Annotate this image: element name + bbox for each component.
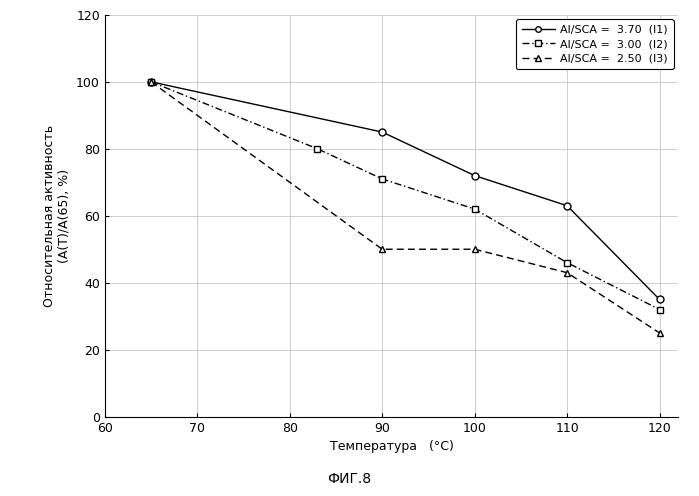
Al/SCA =  3.00  (I2) <box>313 146 322 152</box>
X-axis label: Температура   (°C): Температура (°C) <box>329 440 454 453</box>
Line: Al/SCA =  2.50  (I3): Al/SCA = 2.50 (I3) <box>147 78 663 336</box>
Al/SCA =  3.70  (I1) <box>378 129 387 135</box>
Al/SCA =  3.00  (I2) <box>563 260 571 266</box>
Line: Al/SCA =  3.00  (I2): Al/SCA = 3.00 (I2) <box>147 78 663 313</box>
Al/SCA =  3.00  (I2) <box>470 206 479 212</box>
Al/SCA =  2.50  (I3) <box>147 79 155 85</box>
Al/SCA =  3.70  (I1) <box>470 173 479 179</box>
Text: ФИГ.8: ФИГ.8 <box>327 472 372 486</box>
Al/SCA =  3.70  (I1) <box>656 297 664 303</box>
Al/SCA =  3.00  (I2) <box>656 307 664 312</box>
Al/SCA =  2.50  (I3) <box>378 247 387 252</box>
Al/SCA =  2.50  (I3) <box>470 247 479 252</box>
Al/SCA =  3.00  (I2) <box>147 79 155 85</box>
Al/SCA =  3.70  (I1) <box>147 79 155 85</box>
Legend: Al/SCA =  3.70  (I1), Al/SCA =  3.00  (I2), Al/SCA =  2.50  (I3): Al/SCA = 3.70 (I1), Al/SCA = 3.00 (I2), … <box>516 19 674 69</box>
Al/SCA =  3.70  (I1) <box>563 203 571 209</box>
Al/SCA =  3.00  (I2) <box>378 176 387 182</box>
Al/SCA =  2.50  (I3) <box>656 330 664 336</box>
Y-axis label: Относительная активность
(A(T)/A(65), %): Относительная активность (A(T)/A(65), %) <box>43 124 71 307</box>
Line: Al/SCA =  3.70  (I1): Al/SCA = 3.70 (I1) <box>147 78 663 303</box>
Al/SCA =  2.50  (I3) <box>563 270 571 276</box>
